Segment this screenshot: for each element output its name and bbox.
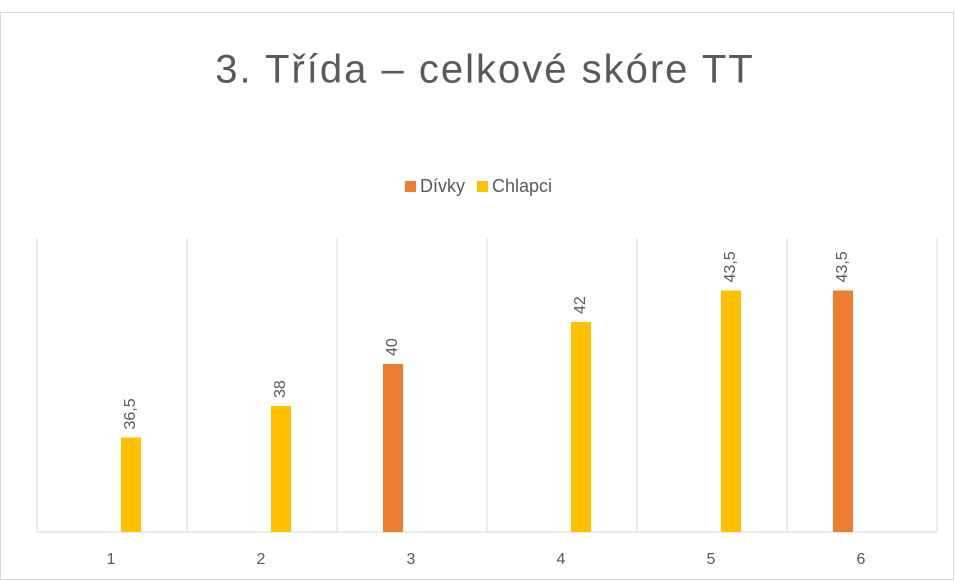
x-tick-label: 5: [707, 551, 716, 568]
x-tick-label: 4: [557, 551, 566, 568]
chart-frame: [0, 12, 954, 580]
data-label: 36,5: [122, 398, 139, 429]
x-tick-label: 3: [407, 551, 416, 568]
x-tick-label: 2: [257, 551, 266, 568]
bar: [121, 437, 141, 532]
data-label: 42: [572, 296, 589, 314]
bar: [721, 290, 741, 532]
data-label: 43,5: [722, 251, 739, 282]
bar: [383, 364, 403, 532]
legend-label: Dívky: [420, 176, 465, 196]
chart-title: 3. Třída – celkové skóre TT: [215, 48, 754, 92]
x-tick-label: 6: [857, 551, 866, 568]
data-label: 40: [384, 338, 401, 356]
legend-label: Chlapci: [492, 176, 552, 196]
data-label: 43,5: [834, 251, 851, 282]
data-label: 38: [272, 380, 289, 398]
bar: [571, 322, 591, 532]
bar: [271, 406, 291, 532]
legend-swatch: [477, 181, 488, 192]
x-tick-label: 1: [107, 551, 116, 568]
bar: [833, 290, 853, 532]
legend-swatch: [405, 181, 416, 192]
